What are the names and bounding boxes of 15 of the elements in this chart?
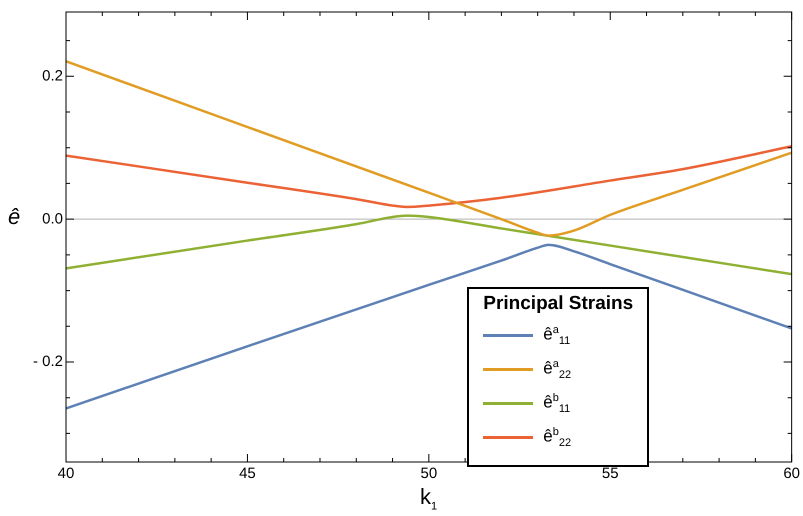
x-tick-label: 45 [239, 465, 256, 482]
line-series [66, 60, 792, 237]
y-tick-label: 0.0 [42, 210, 64, 228]
legend-title: Principal Strains [483, 292, 634, 314]
y-axis-title: ê [8, 204, 20, 230]
y-tick-label: - 0.2 [33, 353, 64, 370]
y-tick-label: 0.2 [42, 67, 64, 84]
line-series [66, 145, 792, 208]
x-tick-label: 60 [783, 465, 800, 482]
line-series [66, 244, 792, 410]
line-series [66, 214, 792, 276]
x-tick-label: 40 [58, 465, 74, 482]
x-tick-label: 55 [602, 465, 619, 482]
x-axis-title: k$_{1}$ [418, 484, 438, 512]
x-tick-label: 50 [420, 465, 438, 482]
